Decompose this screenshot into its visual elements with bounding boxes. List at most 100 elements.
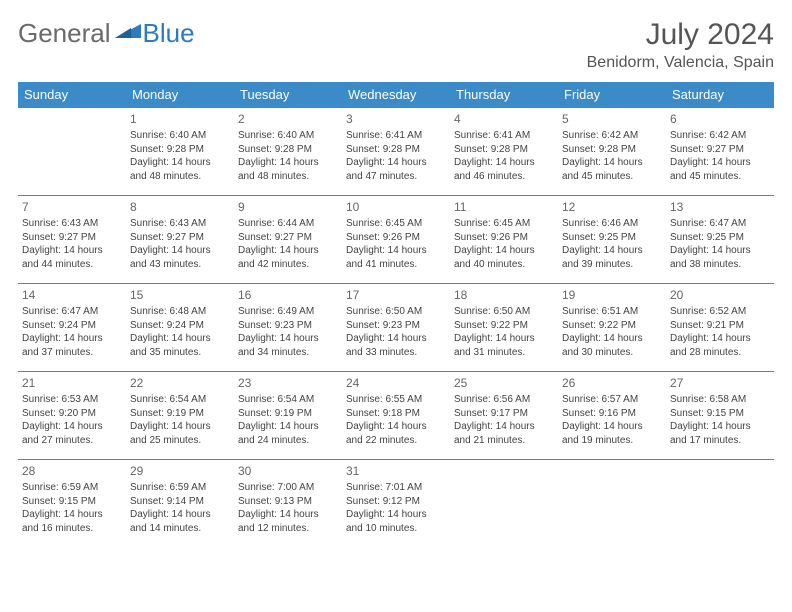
sunrise-text: Sunrise: 6:59 AM [130,481,230,495]
day-number: 18 [454,287,554,303]
sunset-text: Sunset: 9:17 PM [454,407,554,421]
calendar-day-cell: 9Sunrise: 6:44 AMSunset: 9:27 PMDaylight… [234,196,342,284]
calendar-day-cell: 31Sunrise: 7:01 AMSunset: 9:12 PMDayligh… [342,460,450,548]
sunset-text: Sunset: 9:19 PM [130,407,230,421]
sunrise-text: Sunrise: 6:42 AM [562,129,662,143]
daylight-text: Daylight: 14 hours and 46 minutes. [454,156,554,183]
day-number: 21 [22,375,122,391]
sunrise-text: Sunrise: 6:47 AM [670,217,770,231]
sunset-text: Sunset: 9:26 PM [454,231,554,245]
weekday-header: Tuesday [234,82,342,108]
day-number: 4 [454,111,554,127]
sunrise-text: Sunrise: 6:48 AM [130,305,230,319]
day-number: 20 [670,287,770,303]
day-number: 30 [238,463,338,479]
calendar-day-cell: 18Sunrise: 6:50 AMSunset: 9:22 PMDayligh… [450,284,558,372]
calendar-day-cell: 29Sunrise: 6:59 AMSunset: 9:14 PMDayligh… [126,460,234,548]
daylight-text: Daylight: 14 hours and 48 minutes. [238,156,338,183]
calendar-day-cell: 8Sunrise: 6:43 AMSunset: 9:27 PMDaylight… [126,196,234,284]
month-title: July 2024 [587,18,774,52]
sunrise-text: Sunrise: 6:52 AM [670,305,770,319]
daylight-text: Daylight: 14 hours and 48 minutes. [130,156,230,183]
sunset-text: Sunset: 9:28 PM [454,143,554,157]
daylight-text: Daylight: 14 hours and 45 minutes. [562,156,662,183]
daylight-text: Daylight: 14 hours and 40 minutes. [454,244,554,271]
day-number: 12 [562,199,662,215]
day-number: 25 [454,375,554,391]
sunset-text: Sunset: 9:26 PM [346,231,446,245]
daylight-text: Daylight: 14 hours and 24 minutes. [238,420,338,447]
sunrise-text: Sunrise: 6:49 AM [238,305,338,319]
calendar-week-row: 21Sunrise: 6:53 AMSunset: 9:20 PMDayligh… [18,372,774,460]
day-number: 6 [670,111,770,127]
day-number: 14 [22,287,122,303]
calendar-day-cell: 23Sunrise: 6:54 AMSunset: 9:19 PMDayligh… [234,372,342,460]
calendar-day-cell: 10Sunrise: 6:45 AMSunset: 9:26 PMDayligh… [342,196,450,284]
sunrise-text: Sunrise: 6:43 AM [130,217,230,231]
daylight-text: Daylight: 14 hours and 30 minutes. [562,332,662,359]
weekday-header: Saturday [666,82,774,108]
daylight-text: Daylight: 14 hours and 43 minutes. [130,244,230,271]
sunset-text: Sunset: 9:28 PM [238,143,338,157]
day-number: 26 [562,375,662,391]
sunset-text: Sunset: 9:23 PM [238,319,338,333]
sunrise-text: Sunrise: 6:53 AM [22,393,122,407]
sunrise-text: Sunrise: 6:55 AM [346,393,446,407]
sunrise-text: Sunrise: 7:01 AM [346,481,446,495]
weekday-header: Sunday [18,82,126,108]
page-header: General Blue July 2024 Benidorm, Valenci… [18,18,774,72]
sunrise-text: Sunrise: 6:42 AM [670,129,770,143]
day-number: 7 [22,199,122,215]
day-number: 28 [22,463,122,479]
brand-part1: General [18,18,111,49]
sunrise-text: Sunrise: 7:00 AM [238,481,338,495]
daylight-text: Daylight: 14 hours and 28 minutes. [670,332,770,359]
day-number: 24 [346,375,446,391]
calendar-day-cell: 5 Sunrise: 6:42 AMSunset: 9:28 PMDaylight… [558,108,666,196]
day-number: 19 [562,287,662,303]
sunset-text: Sunset: 9:25 PM [562,231,662,245]
day-number: 3 [346,111,446,127]
sunrise-text: Sunrise: 6:51 AM [562,305,662,319]
day-number: 10 [346,199,446,215]
daylight-text: Daylight: 14 hours and 34 minutes. [238,332,338,359]
sunset-text: Sunset: 9:27 PM [670,143,770,157]
day-number: 11 [454,199,554,215]
calendar-day-cell [450,460,558,548]
calendar-day-cell: 14Sunrise: 6:47 AMSunset: 9:24 PMDayligh… [18,284,126,372]
daylight-text: Daylight: 14 hours and 31 minutes. [454,332,554,359]
day-number: 22 [130,375,230,391]
calendar-day-cell: 24Sunrise: 6:55 AMSunset: 9:18 PMDayligh… [342,372,450,460]
sunset-text: Sunset: 9:27 PM [238,231,338,245]
calendar-day-cell: 6Sunrise: 6:42 AMSunset: 9:27 PMDaylight… [666,108,774,196]
daylight-text: Daylight: 14 hours and 44 minutes. [22,244,122,271]
calendar-day-cell: 11Sunrise: 6:45 AMSunset: 9:26 PMDayligh… [450,196,558,284]
calendar-day-cell: 27Sunrise: 6:58 AMSunset: 9:15 PMDayligh… [666,372,774,460]
sunset-text: Sunset: 9:16 PM [562,407,662,421]
location-text: Benidorm, Valencia, Spain [587,54,774,72]
day-number: 23 [238,375,338,391]
brand-part2: Blue [143,18,195,49]
calendar-day-cell [18,108,126,196]
sunset-text: Sunset: 9:27 PM [130,231,230,245]
calendar-day-cell [558,460,666,548]
daylight-text: Daylight: 14 hours and 33 minutes. [346,332,446,359]
daylight-text: Daylight: 14 hours and 42 minutes. [238,244,338,271]
day-number: 13 [670,199,770,215]
sunset-text: Sunset: 9:28 PM [562,143,662,157]
sunrise-text: Sunrise: 6:50 AM [346,305,446,319]
calendar-day-cell: 22Sunrise: 6:54 AMSunset: 9:19 PMDayligh… [126,372,234,460]
day-number: 5 [562,111,662,127]
daylight-text: Daylight: 14 hours and 14 minutes. [130,508,230,535]
sunrise-text: Sunrise: 6:54 AM [238,393,338,407]
calendar-day-cell: 19Sunrise: 6:51 AMSunset: 9:22 PMDayligh… [558,284,666,372]
daylight-text: Daylight: 14 hours and 16 minutes. [22,508,122,535]
sunrise-text: Sunrise: 6:41 AM [454,129,554,143]
sunset-text: Sunset: 9:24 PM [22,319,122,333]
day-number: 29 [130,463,230,479]
calendar-header-row: SundayMondayTuesdayWednesdayThursdayFrid… [18,82,774,108]
sunset-text: Sunset: 9:12 PM [346,495,446,509]
calendar-week-row: 7Sunrise: 6:43 AMSunset: 9:27 PMDaylight… [18,196,774,284]
calendar-table: SundayMondayTuesdayWednesdayThursdayFrid… [18,82,774,548]
daylight-text: Daylight: 14 hours and 37 minutes. [22,332,122,359]
